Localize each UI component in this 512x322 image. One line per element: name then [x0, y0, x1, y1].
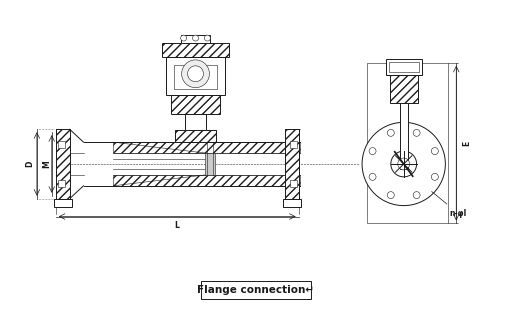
- Bar: [174, 65, 217, 89]
- Bar: [367, 63, 449, 223]
- Circle shape: [181, 35, 186, 41]
- Bar: [283, 199, 301, 207]
- Bar: [54, 199, 72, 207]
- Bar: [170, 95, 220, 114]
- Bar: [386, 59, 421, 75]
- Bar: [290, 180, 296, 186]
- Text: d: d: [65, 161, 74, 167]
- Bar: [400, 75, 408, 169]
- Circle shape: [193, 35, 199, 41]
- Circle shape: [432, 174, 438, 180]
- Bar: [162, 43, 229, 57]
- Bar: [185, 114, 206, 130]
- Bar: [113, 142, 300, 153]
- Text: Flange connection↵: Flange connection↵: [198, 285, 314, 295]
- Circle shape: [391, 151, 417, 177]
- Text: D: D: [26, 161, 34, 167]
- Text: E: E: [462, 140, 471, 146]
- Circle shape: [187, 66, 203, 82]
- Bar: [285, 129, 298, 199]
- Circle shape: [369, 174, 376, 180]
- Bar: [181, 35, 210, 43]
- Bar: [205, 153, 216, 175]
- Circle shape: [432, 147, 438, 155]
- Bar: [389, 62, 419, 72]
- Circle shape: [388, 129, 394, 136]
- Bar: [202, 281, 310, 299]
- Circle shape: [182, 60, 209, 88]
- Circle shape: [362, 122, 445, 206]
- Text: n-φl: n-φl: [432, 192, 466, 218]
- Circle shape: [413, 129, 420, 136]
- Text: L: L: [175, 222, 180, 231]
- Bar: [390, 75, 418, 102]
- Bar: [58, 180, 65, 186]
- Circle shape: [204, 35, 210, 41]
- Bar: [290, 141, 296, 148]
- Circle shape: [413, 192, 420, 199]
- Bar: [58, 141, 65, 148]
- Bar: [166, 57, 225, 95]
- Bar: [56, 129, 70, 199]
- Text: M: M: [42, 160, 51, 168]
- Circle shape: [369, 147, 376, 155]
- Bar: [175, 130, 217, 142]
- Bar: [113, 175, 300, 186]
- Circle shape: [388, 192, 394, 199]
- Circle shape: [398, 158, 410, 170]
